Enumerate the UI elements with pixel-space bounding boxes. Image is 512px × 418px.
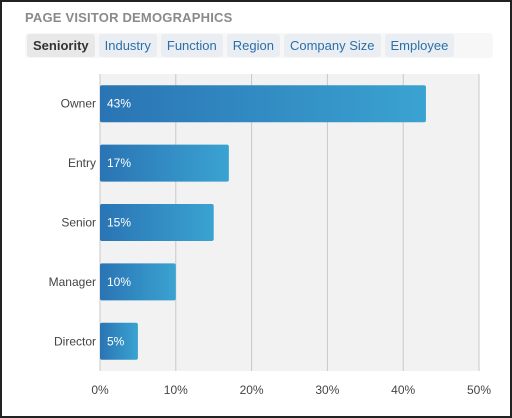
bar-entry[interactable] (100, 144, 229, 182)
tab-industry[interactable]: Industry (98, 34, 157, 57)
tab-function[interactable]: Function (160, 34, 223, 57)
category-label: Owner (61, 97, 96, 111)
tab-employee[interactable]: Employee (384, 34, 455, 57)
x-tick-label: 20% (240, 383, 264, 397)
category-label: Senior (61, 216, 96, 230)
value-label: 43% (107, 97, 131, 111)
tab-company-size[interactable]: Company Size (283, 34, 381, 57)
x-axis-tick-labels: 0% 10% 20% 30% 40% 50% (91, 383, 491, 397)
tab-seniority[interactable]: Seniority (27, 34, 95, 57)
category-label: Entry (68, 156, 96, 170)
bars (100, 85, 426, 360)
bar-director[interactable] (100, 322, 138, 360)
category-label: Director (54, 334, 96, 348)
x-tick-label: 50% (467, 383, 491, 397)
x-tick-label: 0% (91, 383, 109, 397)
bar-owner[interactable] (100, 85, 426, 123)
x-tick-label: 10% (164, 383, 188, 397)
value-label: 10% (107, 275, 131, 289)
value-labels: 43% 17% 15% 10% 5% (107, 97, 131, 349)
tab-region[interactable]: Region (226, 34, 280, 57)
bar-senior[interactable] (100, 204, 214, 241)
tab-bar: Seniority Industry Function Region Compa… (25, 33, 493, 58)
x-tick-label: 30% (315, 383, 339, 397)
panel-title: PAGE VISITOR DEMOGRAPHICS (25, 10, 233, 25)
value-label: 17% (107, 156, 131, 170)
x-tick-label: 40% (391, 383, 415, 397)
value-label: 15% (107, 216, 131, 230)
category-labels: Owner Entry Senior Manager Director (49, 97, 96, 349)
category-label: Manager (49, 275, 96, 289)
value-label: 5% (107, 334, 125, 348)
bar-manager[interactable] (100, 263, 176, 301)
